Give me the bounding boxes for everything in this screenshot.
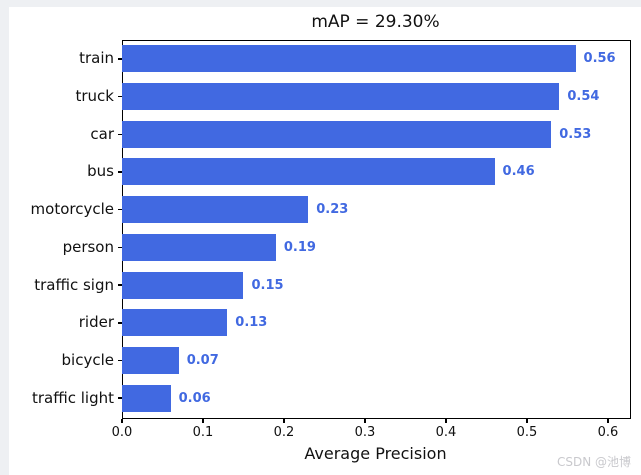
bar: [122, 158, 495, 186]
y-tick-mark: [117, 171, 122, 173]
x-tick-label: 0.3: [354, 425, 376, 440]
x-tick-mark: [364, 418, 366, 423]
y-tick-label: train: [79, 49, 114, 68]
y-tick-mark: [117, 359, 122, 362]
x-tick-mark: [202, 418, 204, 423]
chart-title: mAP = 29.30%: [311, 12, 440, 32]
y-tick-label: traffic light: [31, 388, 114, 407]
y-tick-mark: [117, 58, 122, 60]
bar: [122, 271, 244, 299]
y-tick-label: bus: [87, 162, 114, 181]
bar: [122, 83, 560, 111]
y-tick-label: traffic sign: [34, 275, 114, 294]
x-tick-label: 0.4: [435, 425, 457, 440]
bar-value-label: 0.06: [178, 390, 211, 406]
y-tick-label: motorcycle: [30, 200, 114, 219]
y-tick-mark: [117, 133, 122, 135]
bar: [122, 346, 179, 374]
bar-value-label: 0.46: [502, 164, 535, 180]
bar: [122, 120, 552, 148]
bar: [122, 384, 171, 412]
y-tick-mark: [117, 95, 122, 98]
bar: [122, 233, 276, 261]
bar-value-label: 0.13: [235, 315, 268, 331]
x-tick-mark: [607, 418, 609, 423]
bar: [122, 309, 228, 337]
bar-value-label: 0.23: [316, 202, 349, 218]
bar: [122, 196, 309, 224]
y-tick-label: car: [90, 124, 114, 143]
x-tick-label: 0.6: [597, 425, 619, 440]
y-tick-mark: [117, 397, 122, 399]
x-tick-mark: [445, 418, 447, 423]
x-tick-label: 0.1: [192, 425, 214, 440]
bar-value-label: 0.54: [567, 89, 600, 105]
y-tick-label: rider: [78, 313, 114, 332]
x-tick-label: 0.5: [516, 425, 538, 440]
x-axis-title: Average Precision: [304, 444, 447, 463]
y-tick-mark: [117, 284, 122, 286]
x-tick-mark: [283, 418, 285, 423]
bar-value-label: 0.07: [186, 352, 219, 368]
bar-value-label: 0.15: [251, 277, 284, 293]
bar: [122, 45, 576, 73]
x-tick-label: 0.0: [111, 425, 133, 440]
y-tick-label: person: [62, 237, 114, 256]
x-tick-label: 0.2: [273, 425, 295, 440]
bar-value-label: 0.53: [559, 126, 592, 142]
x-tick-mark: [121, 418, 123, 423]
y-tick-mark: [117, 208, 122, 211]
bar-value-label: 0.19: [283, 239, 316, 255]
watermark: CSDN @池博: [556, 455, 631, 469]
y-tick-mark: [117, 246, 122, 249]
y-tick-mark: [117, 322, 122, 324]
y-tick-label: bicycle: [61, 350, 114, 369]
x-tick-mark: [526, 418, 528, 423]
y-tick-label: truck: [75, 87, 115, 106]
bar-value-label: 0.56: [583, 51, 616, 67]
